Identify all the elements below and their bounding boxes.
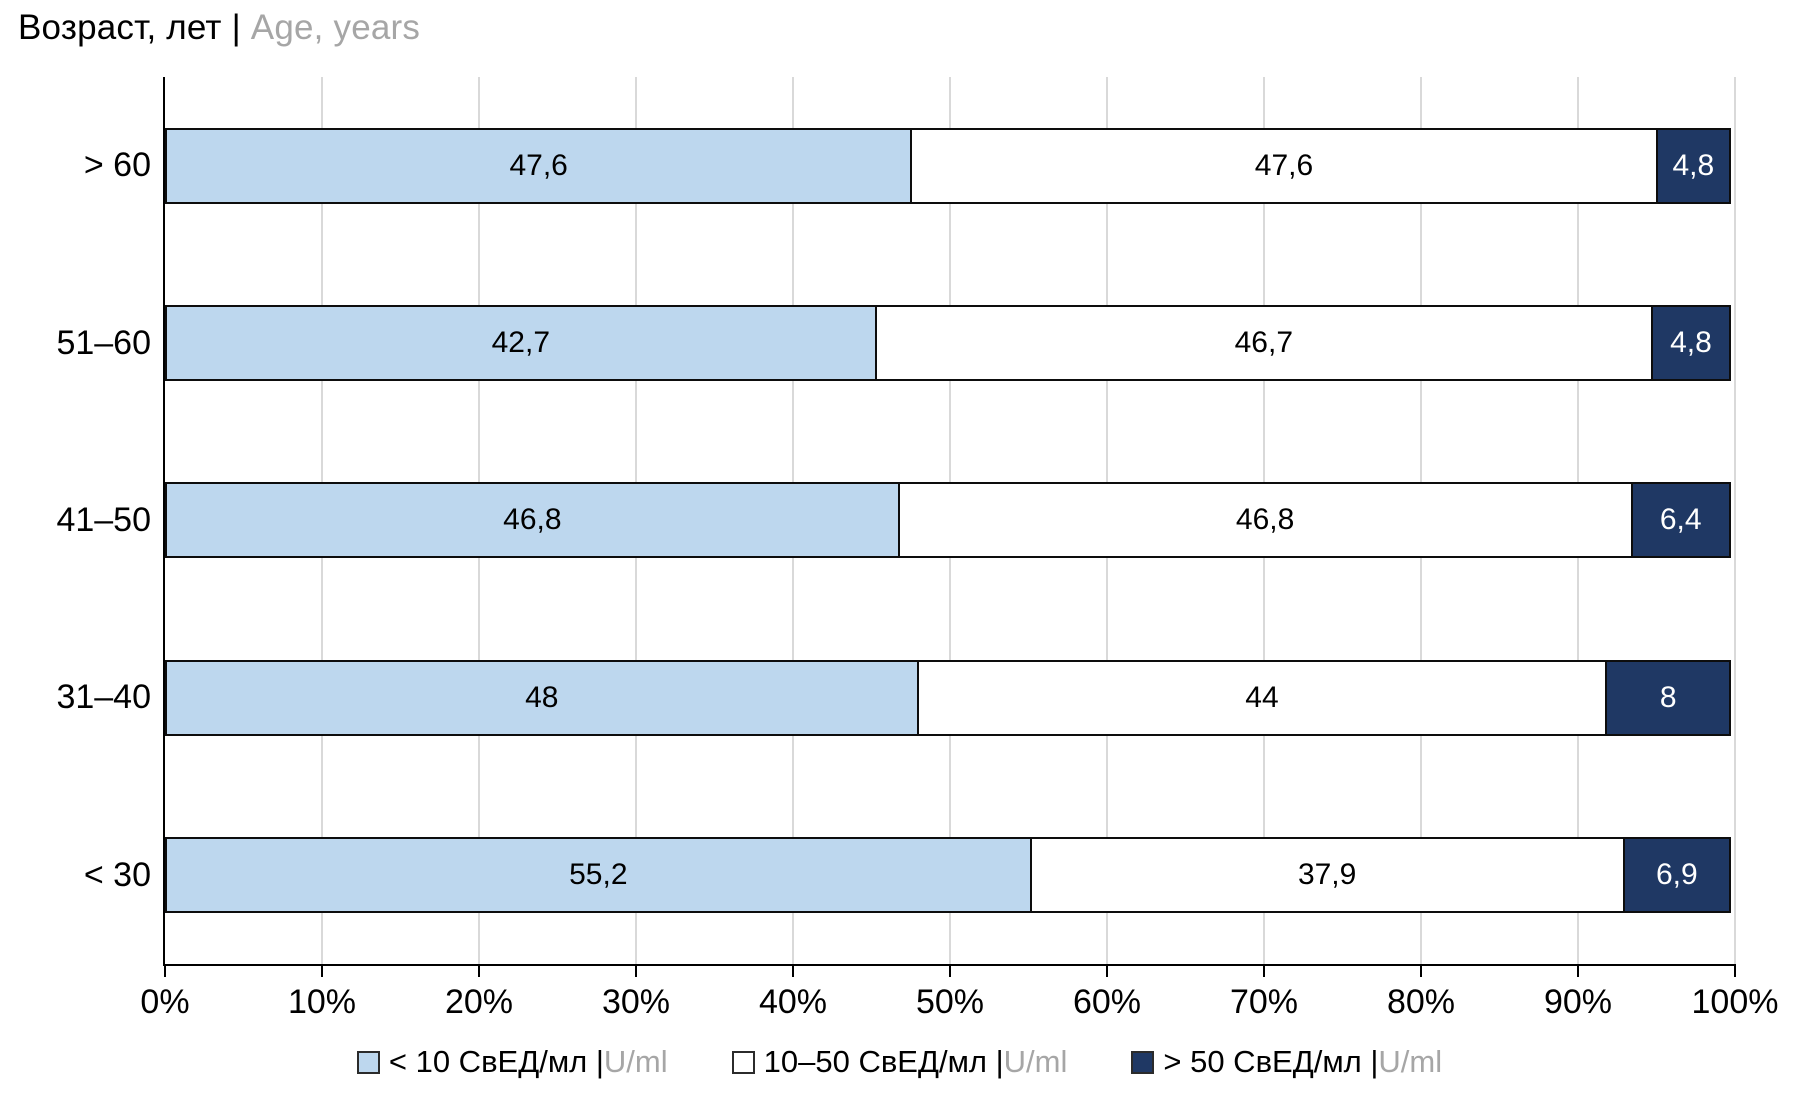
gridline <box>1734 77 1736 964</box>
legend-item: > 50 СвЕД/мл | U/ml <box>1131 1044 1442 1080</box>
category-label: 31–40 <box>56 678 151 717</box>
x-axis-tick <box>1106 964 1108 977</box>
category-label: < 30 <box>83 855 151 894</box>
stacked-bar: 55,2 37,9 6,9 <box>165 837 1735 914</box>
category-label: > 60 <box>83 146 151 185</box>
legend-label-en: U/ml <box>1003 1044 1068 1079</box>
stacked-bar: 47,6 47,6 4,8 <box>165 127 1735 204</box>
x-axis-tick-label: 0% <box>140 983 190 1021</box>
x-axis-tick <box>1577 964 1579 977</box>
bar-segment: 4,8 <box>1655 127 1731 204</box>
bar-segment-label: 42,7 <box>491 326 551 360</box>
x-axis-tick-label: 60% <box>1072 983 1142 1021</box>
bar-segment: 47,6 <box>910 127 1658 204</box>
legend-swatch-icon <box>356 1050 380 1074</box>
bar-segment: 55,2 <box>165 837 1032 914</box>
bar-segment-label: 46,7 <box>1234 326 1294 360</box>
bar-segment: 6,9 <box>1622 837 1731 914</box>
legend-label-en: U/ml <box>603 1044 668 1079</box>
x-axis-tick <box>164 964 166 977</box>
bar-segment: 4,8 <box>1650 305 1731 382</box>
x-axis-tick-label: 80% <box>1386 983 1456 1021</box>
bar-segment-label: 4,8 <box>1670 326 1712 360</box>
bar-segment-label: 46,8 <box>1235 503 1295 537</box>
x-axis-tick-label: 20% <box>444 983 514 1021</box>
chart-title-ru: Возраст, лет | <box>18 8 251 47</box>
legend-swatch-icon <box>1131 1050 1155 1074</box>
legend-item: < 10 СвЕД/мл | U/ml <box>356 1044 668 1080</box>
x-axis-tick-label: 40% <box>758 983 828 1021</box>
x-axis-tick-label: 90% <box>1543 983 1613 1021</box>
x-axis-tick <box>635 964 637 977</box>
bar-segment-label: 44 <box>1245 680 1279 714</box>
x-axis-tick-label: 30% <box>601 983 671 1021</box>
bar-segment-label: 6,4 <box>1659 503 1702 537</box>
stacked-bar: 48 44 8 <box>165 659 1735 736</box>
bar-row: 31–40 48 44 8 <box>56 609 1735 786</box>
bar-segment: 47,6 <box>165 127 913 204</box>
legend-label-ru: > 50 СвЕД/мл | <box>1163 1044 1379 1079</box>
x-axis-tick <box>1263 964 1265 977</box>
bar-segment: 6,4 <box>1630 482 1731 559</box>
x-axis-tick <box>1420 964 1422 977</box>
bar-segment: 46,8 <box>165 482 900 559</box>
category-label: 51–60 <box>56 323 151 362</box>
bar-segment-label: 48 <box>525 680 559 714</box>
bar-segment-label: 55,2 <box>569 858 628 892</box>
x-axis-tick-label: 100% <box>1691 983 1779 1021</box>
stacked-bar: 42,7 46,7 4,8 <box>165 305 1735 382</box>
x-axis-tick <box>1734 964 1736 977</box>
x-axis-tick-label: 50% <box>915 983 985 1021</box>
bar-segment-label: 47,6 <box>509 148 568 182</box>
bar-segment: 44 <box>916 659 1608 736</box>
bar-row: < 30 55,2 37,9 6,9 <box>84 787 1735 964</box>
bar-segment: 8 <box>1605 659 1731 736</box>
bar-segment-label: 47,6 <box>1254 148 1314 182</box>
plot-area: > 60 47,6 47,6 4,8 51–60 42,7 46,7 4,8 41–50 46,8… <box>56 77 1778 1021</box>
legend-item: 10–50 СвЕД/мл | U/ml <box>731 1044 1068 1080</box>
bar-segment: 46,7 <box>874 305 1653 382</box>
bar-row: 51–60 42,7 46,7 4,8 <box>56 254 1735 431</box>
legend: < 10 СвЕД/мл | U/ml 10–50 СвЕД/мл | U/ml >… <box>0 1044 1799 1080</box>
bar-segment: 48 <box>165 659 919 736</box>
bar-row: > 60 47,6 47,6 4,8 <box>84 77 1735 254</box>
bar-segment: 37,9 <box>1029 837 1625 914</box>
bar-segment: 42,7 <box>165 305 877 382</box>
bar-segment-label: 4,8 <box>1672 148 1715 182</box>
bar-segment-label: 8 <box>1659 680 1677 714</box>
chart-title: Возраст, лет | Age, years <box>18 8 420 48</box>
x-axis-tick <box>478 964 480 977</box>
x-axis-tick <box>949 964 951 977</box>
x-axis-tick <box>792 964 794 977</box>
x-axis-tick-label: 10% <box>287 983 357 1021</box>
legend-swatch-icon <box>731 1050 755 1074</box>
x-axis-tick-label: 70% <box>1229 983 1299 1021</box>
bar-row: 41–50 46,8 46,8 6,4 <box>56 432 1735 609</box>
legend-label-ru: 10–50 СвЕД/мл | <box>763 1044 1004 1079</box>
x-axis-tick <box>321 964 323 977</box>
stacked-bar: 46,8 46,8 6,4 <box>165 482 1735 559</box>
bar-segment-label: 46,8 <box>503 503 562 537</box>
bar-segment-label: 6,9 <box>1655 858 1698 892</box>
bar-segment: 46,8 <box>897 482 1633 559</box>
legend-label-ru: < 10 СвЕД/мл | <box>388 1044 604 1079</box>
category-label: 41–50 <box>56 500 151 539</box>
chart-title-en: Age, years <box>250 8 421 47</box>
legend-label-en: U/ml <box>1378 1044 1443 1079</box>
bar-segment-label: 37,9 <box>1297 858 1357 892</box>
